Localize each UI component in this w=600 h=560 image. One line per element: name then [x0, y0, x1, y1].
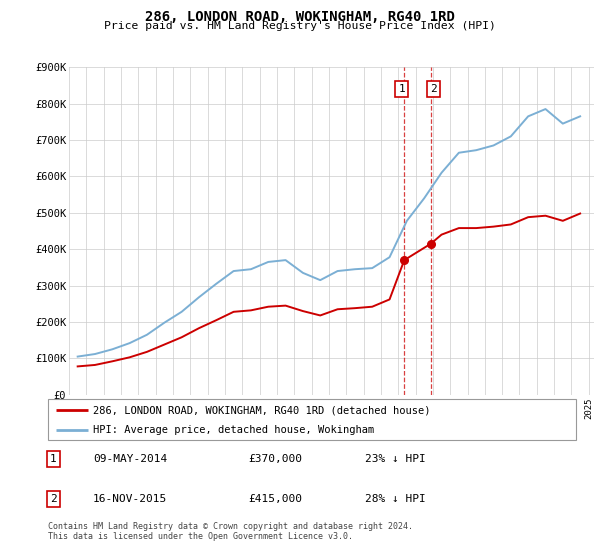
Text: HPI: Average price, detached house, Wokingham: HPI: Average price, detached house, Woki… — [93, 424, 374, 435]
Text: 1: 1 — [398, 84, 405, 94]
Text: 1: 1 — [50, 454, 56, 464]
Text: Contains HM Land Registry data © Crown copyright and database right 2024.
This d: Contains HM Land Registry data © Crown c… — [48, 522, 413, 542]
Text: £415,000: £415,000 — [248, 494, 302, 504]
Text: 09-MAY-2014: 09-MAY-2014 — [93, 454, 167, 464]
Text: 16-NOV-2015: 16-NOV-2015 — [93, 494, 167, 504]
Text: 286, LONDON ROAD, WOKINGHAM, RG40 1RD (detached house): 286, LONDON ROAD, WOKINGHAM, RG40 1RD (d… — [93, 405, 430, 415]
Text: Price paid vs. HM Land Registry's House Price Index (HPI): Price paid vs. HM Land Registry's House … — [104, 21, 496, 31]
Text: £370,000: £370,000 — [248, 454, 302, 464]
Text: 2: 2 — [430, 84, 437, 94]
Text: 28% ↓ HPI: 28% ↓ HPI — [365, 494, 425, 504]
Text: 23% ↓ HPI: 23% ↓ HPI — [365, 454, 425, 464]
FancyBboxPatch shape — [48, 399, 576, 440]
Text: 286, LONDON ROAD, WOKINGHAM, RG40 1RD: 286, LONDON ROAD, WOKINGHAM, RG40 1RD — [145, 10, 455, 24]
Text: 2: 2 — [50, 494, 56, 504]
